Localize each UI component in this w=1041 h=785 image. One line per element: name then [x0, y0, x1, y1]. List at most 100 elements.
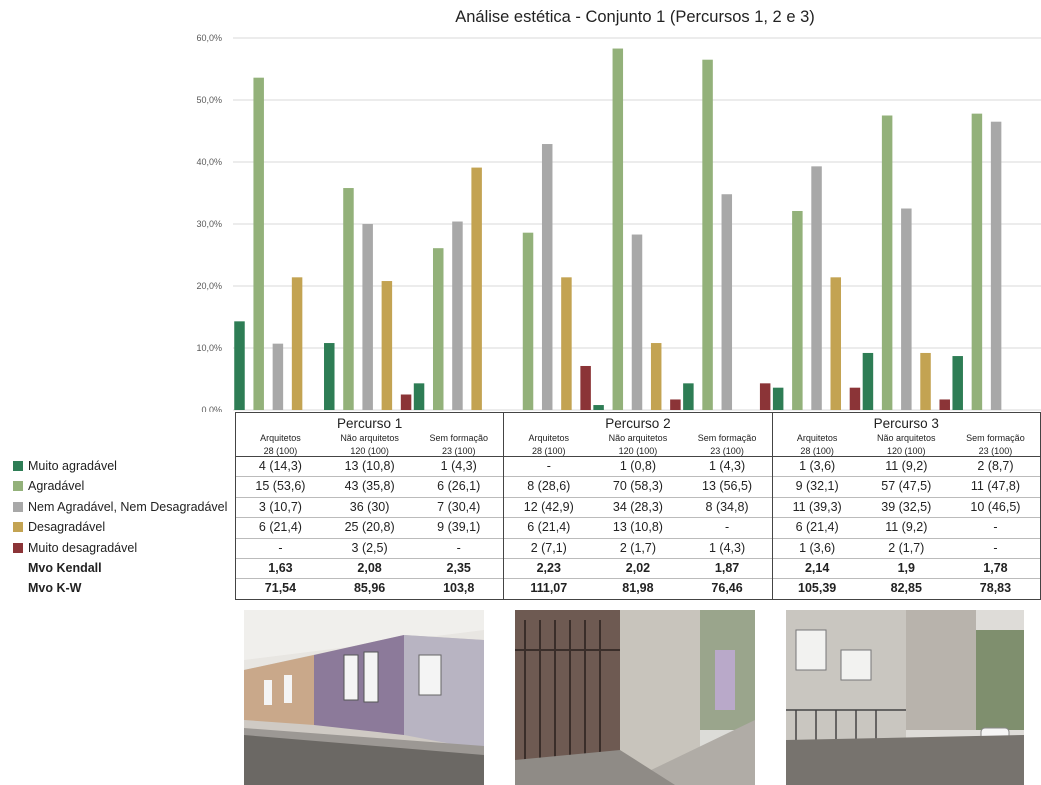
legend-swatch [13, 481, 23, 492]
table-cell: 1,78 [950, 558, 1041, 579]
group-title: Percurso 3 [873, 416, 939, 431]
table-cell: 1,63 [234, 558, 325, 579]
table-row: Desagradável 6 (21,4) 25 (20,8) 9 (39,1) 6 (… [10, 517, 1041, 539]
bar [920, 352, 931, 410]
table-cell: 1 (4,3) [414, 455, 504, 477]
legend-label: Muito desagradável [28, 540, 138, 555]
table-cell: 9 (32,1) [771, 476, 862, 498]
bar [253, 77, 264, 411]
table-cell: 76,46 [682, 578, 773, 600]
category-n: 23 (100) [978, 445, 1013, 456]
table-cell: 12 (42,9) [503, 496, 594, 518]
category-label: Arquitetos [796, 433, 838, 443]
category-label: Arquitetos [260, 433, 301, 443]
bar [811, 166, 822, 410]
group-title-spacer [504, 413, 593, 431]
legend-swatch [13, 461, 23, 471]
legend-entry: Desagradável [10, 518, 235, 538]
table-cell: 7 (30,4) [414, 496, 504, 518]
table-cell: 1 (4,3) [682, 537, 773, 559]
table-header-row: Arquitetos 28 (100) Percurso 1 Não arquitet… [10, 412, 1041, 457]
table-cell: 2,23 [503, 558, 594, 579]
stat-label-cell: Mvo K-W [10, 579, 235, 599]
bar [881, 115, 893, 410]
group-title-spacer [236, 413, 325, 431]
table-cell: 6 (21,4) [234, 517, 325, 539]
header-spacer [10, 413, 235, 457]
table-cell: 11 (39,3) [771, 496, 862, 518]
table-cell: 2 (1,7) [861, 537, 951, 559]
table-row: Muito desagradável -3 (2,5) -2 (7,1) 2 (1,7… [10, 537, 1041, 559]
y-axis-ticks: 0,0% 10,0% 20,0% 30,0% 40,0% 50,0% 60,0% [196, 33, 222, 412]
group-title-spacer [414, 413, 503, 431]
category-label: Arquitetos [528, 433, 570, 443]
bar [939, 399, 950, 410]
bar [901, 208, 912, 410]
category-n: 120 (100) [350, 445, 389, 456]
bar [702, 59, 713, 410]
category-n: 28 (100) [800, 445, 834, 456]
y-tick-label: 0,0% [201, 405, 222, 412]
table-cell: 15 (53,6) [234, 476, 325, 498]
category-header: Percurso 1 Não arquitetos 120 (100) [324, 412, 415, 457]
bar [830, 277, 842, 410]
bar [772, 387, 784, 410]
table-cell: 6 (26,1) [414, 476, 504, 498]
table-cell: 8 (34,8) [682, 496, 773, 518]
table-cell: 2,02 [593, 558, 683, 579]
table-cell: 13 (56,5) [682, 476, 773, 498]
street-photo-percurso-1 [244, 610, 484, 785]
street-photo-percurso-2 [515, 610, 755, 785]
table-cell: 3 (10,7) [234, 496, 325, 518]
bar [952, 356, 963, 410]
table-cell: 1 (4,3) [682, 455, 773, 477]
bar-chart: 0,0% 10,0% 20,0% 30,0% 40,0% 50,0% 60,0% [196, 33, 1041, 412]
bar [631, 234, 643, 410]
category-n: 23 (100) [441, 445, 476, 456]
stat-label: Mvo Kendall [28, 561, 102, 576]
y-tick-label: 50,0% [196, 95, 222, 105]
table-cell: - [682, 517, 773, 539]
table-cell: 2,35 [414, 558, 504, 579]
legend-entry: Agradável [10, 477, 235, 497]
table-cell: 4 (14,3) [234, 455, 325, 477]
table-cell: - [950, 517, 1041, 539]
group-title-spacer [773, 413, 862, 431]
table-cell: 13 (10,8) [324, 455, 415, 477]
group-title: Percurso 2 [605, 416, 671, 431]
table-cell: 70 (58,3) [593, 476, 683, 498]
category-n: 120 (100) [887, 445, 926, 456]
table-cell: 82,85 [861, 578, 951, 600]
y-tick-label: 20,0% [196, 281, 222, 291]
table-row-stat: Mvo Kendall 1,63 2,08 2,35 2,23 2,02 1,87 2,14 1… [10, 558, 1041, 579]
category-header: Sem formação 23 (100) [682, 412, 773, 457]
category-n: 120 (100) [618, 445, 658, 456]
category-n: 28 (100) [263, 445, 298, 456]
category-n: 23 (100) [710, 445, 744, 456]
table-cell: 13 (10,8) [593, 517, 683, 539]
bar [291, 277, 303, 410]
data-table: Arquitetos 28 (100) Percurso 1 Não arquitet… [10, 412, 1041, 600]
bar [849, 387, 861, 410]
table-cell: 57 (47,5) [861, 476, 951, 498]
table-cell: 81,98 [593, 578, 683, 600]
bar [432, 248, 444, 410]
table-cell: 25 (20,8) [324, 517, 415, 539]
chart-title: Análise estética - Conjunto 1 (Percursos… [455, 8, 815, 26]
y-tick-label: 60,0% [196, 33, 222, 43]
table-cell: - [950, 537, 1041, 559]
bar [362, 224, 373, 410]
table-cell: 43 (35,8) [324, 476, 415, 498]
table-cell: 105,39 [771, 578, 862, 600]
table-cell: 11 (9,2) [861, 517, 951, 539]
bar [452, 221, 463, 410]
legend-entry: Nem Agradável, Nem Desagradável [10, 497, 235, 517]
category-header: Arquitetos 28 (100) [503, 412, 594, 457]
category-header: Arquitetos 28 (100) [771, 412, 862, 457]
bar [792, 210, 803, 410]
bar [381, 281, 393, 410]
y-tick-label: 10,0% [196, 343, 222, 353]
category-label: Não arquitetos [608, 433, 668, 443]
table-cell: 10 (46,5) [950, 496, 1041, 518]
legend-swatch [13, 522, 23, 533]
